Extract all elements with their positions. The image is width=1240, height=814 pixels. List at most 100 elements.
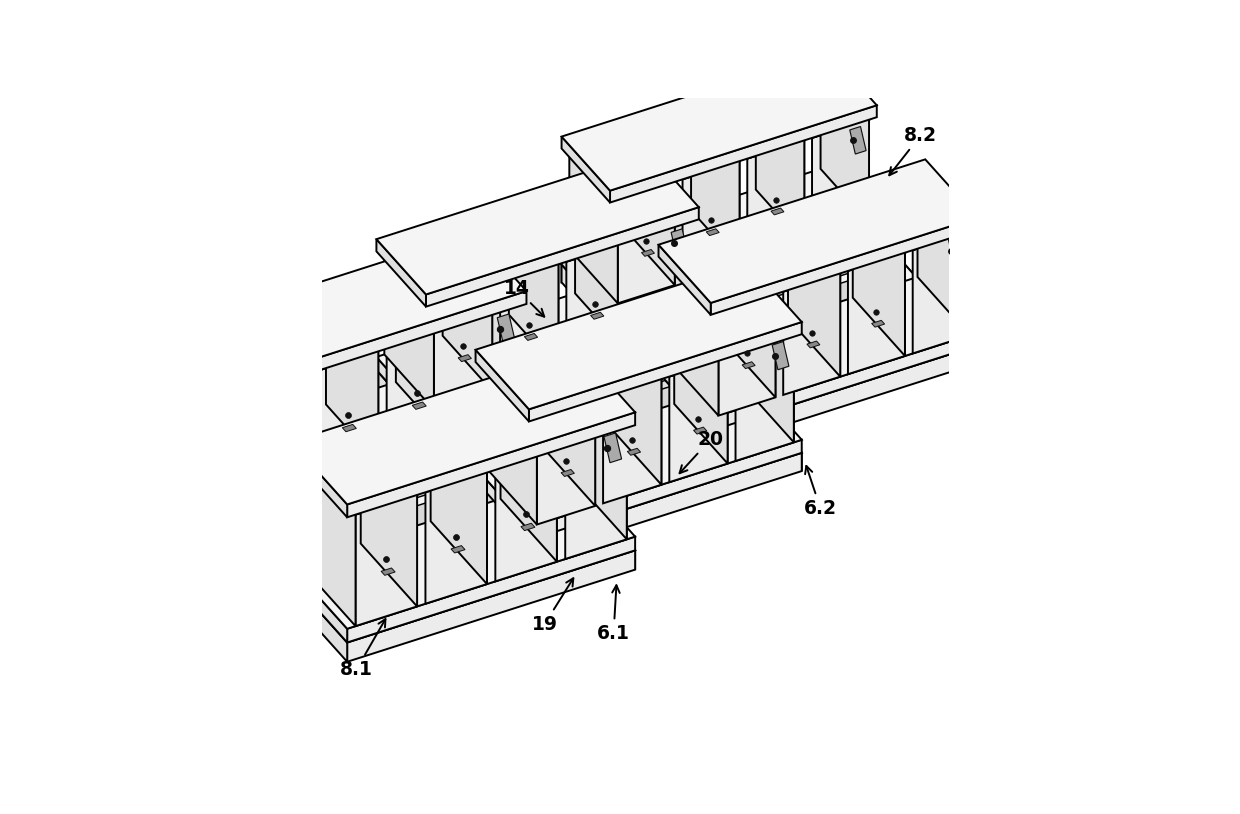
Polygon shape bbox=[711, 333, 977, 431]
Polygon shape bbox=[666, 236, 775, 313]
Polygon shape bbox=[817, 270, 899, 309]
Polygon shape bbox=[456, 307, 518, 438]
Polygon shape bbox=[370, 409, 487, 492]
Polygon shape bbox=[186, 233, 527, 383]
Polygon shape bbox=[291, 474, 635, 628]
Polygon shape bbox=[821, 66, 869, 223]
Polygon shape bbox=[711, 345, 977, 449]
Polygon shape bbox=[377, 282, 650, 388]
Polygon shape bbox=[186, 325, 238, 396]
Polygon shape bbox=[616, 299, 728, 377]
Polygon shape bbox=[796, 195, 905, 271]
Polygon shape bbox=[575, 188, 625, 348]
Polygon shape bbox=[691, 107, 739, 265]
Polygon shape bbox=[693, 427, 707, 434]
Polygon shape bbox=[787, 215, 841, 377]
Polygon shape bbox=[784, 274, 841, 395]
Polygon shape bbox=[835, 289, 899, 327]
Polygon shape bbox=[186, 370, 474, 482]
Polygon shape bbox=[434, 286, 492, 409]
Polygon shape bbox=[610, 221, 877, 318]
Polygon shape bbox=[439, 387, 557, 470]
Polygon shape bbox=[481, 489, 551, 531]
Polygon shape bbox=[529, 453, 802, 558]
Polygon shape bbox=[590, 313, 604, 319]
Polygon shape bbox=[641, 249, 655, 256]
Polygon shape bbox=[671, 229, 688, 257]
Polygon shape bbox=[377, 152, 699, 295]
Polygon shape bbox=[381, 568, 396, 575]
Polygon shape bbox=[492, 447, 559, 487]
Polygon shape bbox=[497, 314, 515, 344]
Polygon shape bbox=[377, 497, 465, 539]
Polygon shape bbox=[387, 329, 448, 460]
Polygon shape bbox=[267, 497, 355, 540]
Polygon shape bbox=[463, 469, 551, 512]
Polygon shape bbox=[626, 128, 675, 285]
Polygon shape bbox=[627, 449, 641, 455]
Polygon shape bbox=[918, 173, 970, 335]
Polygon shape bbox=[439, 442, 527, 485]
Text: 8.1: 8.1 bbox=[340, 619, 386, 679]
Polygon shape bbox=[699, 86, 805, 159]
Polygon shape bbox=[257, 315, 309, 485]
Polygon shape bbox=[807, 341, 820, 348]
Polygon shape bbox=[476, 380, 802, 527]
Polygon shape bbox=[453, 402, 536, 443]
Polygon shape bbox=[500, 265, 558, 388]
Polygon shape bbox=[848, 252, 905, 374]
Polygon shape bbox=[361, 432, 417, 606]
Polygon shape bbox=[562, 166, 877, 306]
Polygon shape bbox=[583, 167, 691, 241]
Polygon shape bbox=[396, 517, 465, 558]
Polygon shape bbox=[186, 463, 347, 662]
Polygon shape bbox=[529, 322, 802, 422]
Polygon shape bbox=[521, 523, 534, 531]
Polygon shape bbox=[495, 450, 557, 581]
Polygon shape bbox=[517, 188, 625, 262]
Polygon shape bbox=[949, 237, 965, 265]
Polygon shape bbox=[853, 195, 905, 356]
Polygon shape bbox=[238, 291, 527, 396]
Polygon shape bbox=[861, 173, 970, 250]
Polygon shape bbox=[562, 179, 977, 431]
Polygon shape bbox=[676, 340, 740, 379]
Polygon shape bbox=[636, 296, 718, 335]
Polygon shape bbox=[658, 160, 977, 303]
Polygon shape bbox=[525, 334, 538, 340]
Polygon shape bbox=[658, 360, 711, 431]
Polygon shape bbox=[666, 254, 718, 416]
Polygon shape bbox=[608, 320, 661, 484]
Polygon shape bbox=[466, 248, 518, 418]
Polygon shape bbox=[707, 229, 719, 235]
Polygon shape bbox=[342, 424, 356, 431]
Polygon shape bbox=[309, 545, 378, 586]
Polygon shape bbox=[632, 222, 691, 346]
Polygon shape bbox=[501, 387, 557, 562]
Polygon shape bbox=[658, 274, 977, 418]
Polygon shape bbox=[675, 299, 728, 463]
Polygon shape bbox=[735, 337, 794, 461]
Polygon shape bbox=[377, 370, 529, 558]
Text: 20: 20 bbox=[680, 430, 724, 473]
Polygon shape bbox=[748, 140, 805, 262]
Polygon shape bbox=[476, 467, 529, 540]
Polygon shape bbox=[641, 167, 691, 327]
Polygon shape bbox=[451, 545, 465, 553]
Polygon shape bbox=[412, 402, 427, 409]
Polygon shape bbox=[756, 86, 805, 243]
Polygon shape bbox=[658, 321, 740, 361]
Polygon shape bbox=[377, 269, 699, 412]
Text: 6.1: 6.1 bbox=[598, 585, 630, 643]
Polygon shape bbox=[326, 293, 378, 463]
Polygon shape bbox=[849, 126, 866, 154]
Polygon shape bbox=[634, 107, 739, 179]
Polygon shape bbox=[682, 161, 739, 282]
Polygon shape bbox=[610, 105, 877, 203]
Polygon shape bbox=[291, 441, 347, 518]
Text: 19: 19 bbox=[532, 578, 573, 633]
Polygon shape bbox=[316, 352, 378, 483]
Polygon shape bbox=[484, 341, 595, 419]
Polygon shape bbox=[549, 320, 661, 398]
Polygon shape bbox=[740, 278, 794, 442]
